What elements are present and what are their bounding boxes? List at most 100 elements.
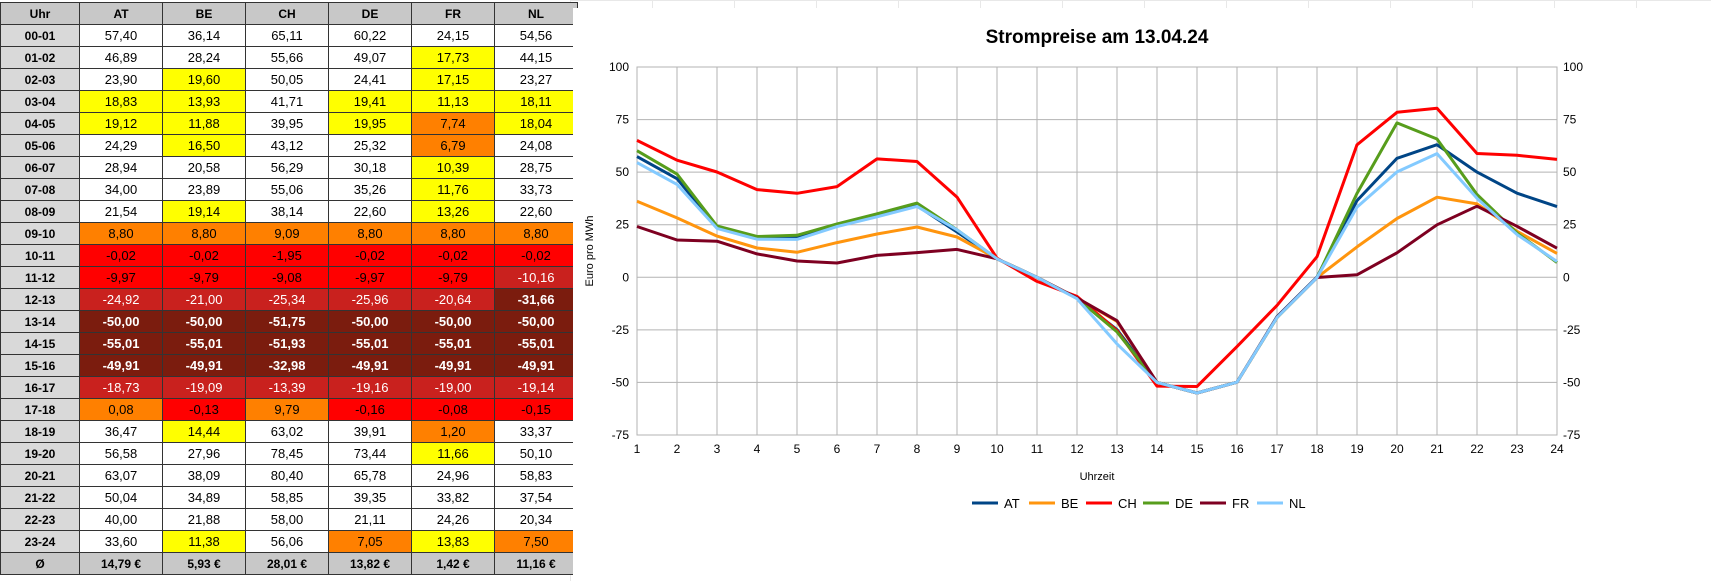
average-cell-ch[interactable]: 28,01 €	[245, 552, 329, 575]
price-cell-at[interactable]: 36,47	[79, 420, 163, 443]
price-cell-nl[interactable]: -55,01	[494, 332, 578, 355]
price-cell-be[interactable]: 20,58	[162, 156, 246, 179]
price-cell-nl[interactable]: 7,50	[494, 530, 578, 553]
price-cell-at[interactable]: 50,04	[79, 486, 163, 509]
price-cell-be[interactable]: -9,79	[162, 266, 246, 289]
price-cell-nl[interactable]: -19,14	[494, 376, 578, 399]
price-cell-be[interactable]: -55,01	[162, 332, 246, 355]
price-cell-be[interactable]: 27,96	[162, 442, 246, 465]
hour-cell[interactable]: 02-03	[0, 68, 80, 91]
price-cell-at[interactable]: 33,60	[79, 530, 163, 553]
header-uhr[interactable]: Uhr	[0, 2, 80, 25]
price-cell-fr[interactable]: 24,96	[411, 464, 495, 487]
price-cell-at[interactable]: -9,97	[79, 266, 163, 289]
price-cell-ch[interactable]: 55,06	[245, 178, 329, 201]
price-cell-at[interactable]: 63,07	[79, 464, 163, 487]
price-cell-be[interactable]: 21,88	[162, 508, 246, 531]
price-cell-de[interactable]: 35,26	[328, 178, 412, 201]
hour-cell[interactable]: 00-01	[0, 24, 80, 47]
price-cell-de[interactable]: 30,18	[328, 156, 412, 179]
price-cell-ch[interactable]: -51,75	[245, 310, 329, 333]
price-cell-at[interactable]: 18,83	[79, 90, 163, 113]
price-cell-be[interactable]: 34,89	[162, 486, 246, 509]
price-cell-at[interactable]: -0,02	[79, 244, 163, 267]
average-cell-de[interactable]: 13,82 €	[328, 552, 412, 575]
header-at[interactable]: AT	[79, 2, 163, 25]
price-cell-fr[interactable]: 13,26	[411, 200, 495, 223]
price-cell-nl[interactable]: 18,11	[494, 90, 578, 113]
hour-cell[interactable]: 04-05	[0, 112, 80, 135]
price-cell-de[interactable]: -25,96	[328, 288, 412, 311]
price-cell-be[interactable]: 38,09	[162, 464, 246, 487]
price-cell-be[interactable]: 13,93	[162, 90, 246, 113]
price-cell-de[interactable]: 25,32	[328, 134, 412, 157]
price-cell-ch[interactable]: 43,12	[245, 134, 329, 157]
price-cell-at[interactable]: 57,40	[79, 24, 163, 47]
price-cell-de[interactable]: 73,44	[328, 442, 412, 465]
chart[interactable]: Strompreise am 13.04.24 -75 -75 -50 -50 -25 -…	[573, 8, 1711, 581]
price-cell-fr[interactable]: 6,79	[411, 134, 495, 157]
price-cell-de[interactable]: 19,41	[328, 90, 412, 113]
price-cell-at[interactable]: 21,54	[79, 200, 163, 223]
hour-cell[interactable]: 12-13	[0, 288, 80, 311]
hour-cell[interactable]: 16-17	[0, 376, 80, 399]
price-cell-at[interactable]: 8,80	[79, 222, 163, 245]
price-cell-fr[interactable]: 33,82	[411, 486, 495, 509]
price-cell-at[interactable]: 19,12	[79, 112, 163, 135]
price-cell-ch[interactable]: 50,05	[245, 68, 329, 91]
price-cell-de[interactable]: -0,16	[328, 398, 412, 421]
price-cell-ch[interactable]: 39,95	[245, 112, 329, 135]
hour-cell[interactable]: 22-23	[0, 508, 80, 531]
price-cell-de[interactable]: 8,80	[328, 222, 412, 245]
price-cell-be[interactable]: -21,00	[162, 288, 246, 311]
price-cell-ch[interactable]: 65,11	[245, 24, 329, 47]
price-cell-be[interactable]: -0,13	[162, 398, 246, 421]
hour-cell[interactable]: 17-18	[0, 398, 80, 421]
price-cell-de[interactable]: 22,60	[328, 200, 412, 223]
price-cell-fr[interactable]: -50,00	[411, 310, 495, 333]
price-cell-ch[interactable]: 41,71	[245, 90, 329, 113]
price-cell-nl[interactable]: -10,16	[494, 266, 578, 289]
price-cell-nl[interactable]: -31,66	[494, 288, 578, 311]
price-cell-at[interactable]: -18,73	[79, 376, 163, 399]
price-cell-nl[interactable]: 8,80	[494, 222, 578, 245]
price-cell-fr[interactable]: 10,39	[411, 156, 495, 179]
price-cell-fr[interactable]: 1,20	[411, 420, 495, 443]
price-cell-nl[interactable]: 33,73	[494, 178, 578, 201]
average-cell-nl[interactable]: 11,16 €	[494, 552, 578, 575]
price-cell-be[interactable]: 23,89	[162, 178, 246, 201]
price-cell-ch[interactable]: -1,95	[245, 244, 329, 267]
price-cell-at[interactable]: 23,90	[79, 68, 163, 91]
hour-cell[interactable]: 23-24	[0, 530, 80, 553]
price-cell-ch[interactable]: -9,08	[245, 266, 329, 289]
price-cell-at[interactable]: -50,00	[79, 310, 163, 333]
price-cell-nl[interactable]: 28,75	[494, 156, 578, 179]
hour-cell[interactable]: 06-07	[0, 156, 80, 179]
hour-cell[interactable]: 14-15	[0, 332, 80, 355]
price-cell-de[interactable]: 19,95	[328, 112, 412, 135]
price-cell-fr[interactable]: 24,26	[411, 508, 495, 531]
average-cell-fr[interactable]: 1,42 €	[411, 552, 495, 575]
price-cell-at[interactable]: 46,89	[79, 46, 163, 69]
price-cell-at[interactable]: 56,58	[79, 442, 163, 465]
price-cell-at[interactable]: 28,94	[79, 156, 163, 179]
price-cell-fr[interactable]: 7,74	[411, 112, 495, 135]
price-cell-nl[interactable]: 18,04	[494, 112, 578, 135]
hour-cell[interactable]: 13-14	[0, 310, 80, 333]
price-cell-de[interactable]: 65,78	[328, 464, 412, 487]
price-cell-nl[interactable]: 44,15	[494, 46, 578, 69]
header-fr[interactable]: FR	[411, 2, 495, 25]
price-cell-at[interactable]: -49,91	[79, 354, 163, 377]
price-cell-fr[interactable]: 8,80	[411, 222, 495, 245]
hour-cell[interactable]: 18-19	[0, 420, 80, 443]
price-cell-de[interactable]: 60,22	[328, 24, 412, 47]
price-cell-at[interactable]: 34,00	[79, 178, 163, 201]
price-cell-nl[interactable]: 23,27	[494, 68, 578, 91]
hour-cell[interactable]: 07-08	[0, 178, 80, 201]
price-cell-de[interactable]: 7,05	[328, 530, 412, 553]
price-cell-ch[interactable]: 56,29	[245, 156, 329, 179]
header-nl[interactable]: NL	[494, 2, 578, 25]
price-cell-fr[interactable]: -0,08	[411, 398, 495, 421]
hour-cell[interactable]: 03-04	[0, 90, 80, 113]
price-cell-ch[interactable]: 78,45	[245, 442, 329, 465]
